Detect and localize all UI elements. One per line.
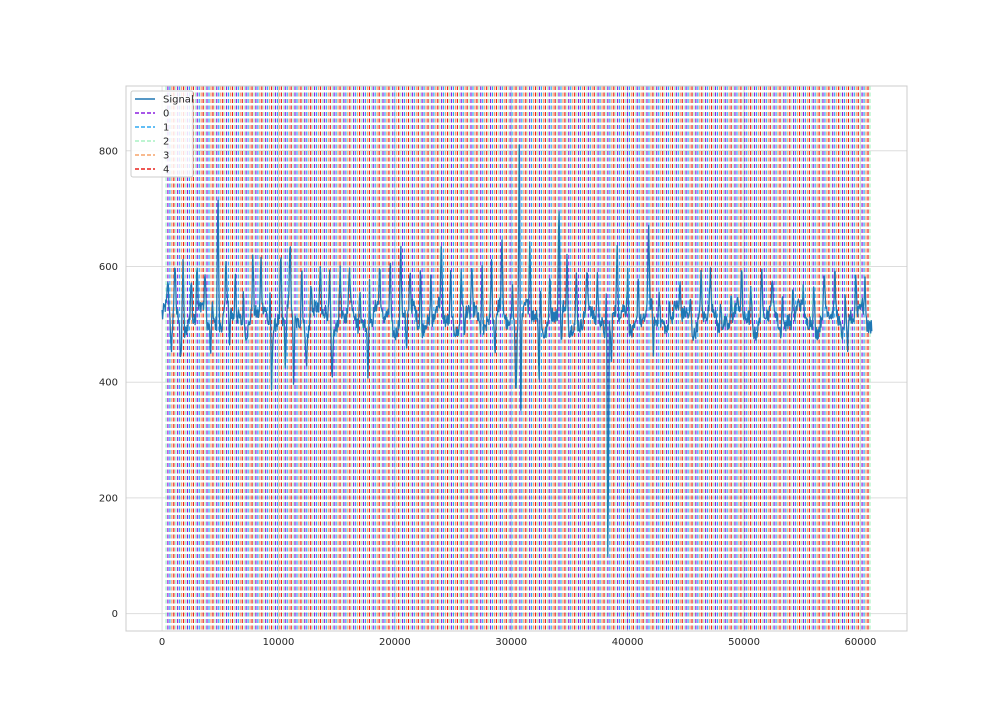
- legend-label: 2: [163, 137, 169, 148]
- legend-label: Signal: [163, 95, 194, 106]
- y-tick-label: 400: [99, 378, 118, 389]
- y-tick-label: 800: [99, 146, 118, 157]
- legend-label: 1: [163, 123, 169, 134]
- y-tick-label: 0: [112, 609, 118, 620]
- x-tick-label: 20000: [379, 637, 411, 648]
- legend-label: 4: [163, 165, 169, 176]
- plot-frame: [125, 85, 908, 632]
- legend-box: [130, 90, 194, 178]
- x-tick-label: 60000: [845, 637, 877, 648]
- x-tick-label: 30000: [495, 637, 527, 648]
- x-tick-label: 0: [159, 637, 165, 648]
- signal-series: [161, 144, 873, 557]
- signal-line: [161, 144, 873, 557]
- x-tick-label: 10000: [263, 637, 295, 648]
- y-tick-label: 600: [99, 262, 118, 273]
- x-tick-label: 50000: [728, 637, 760, 648]
- legend-label: 0: [163, 109, 169, 120]
- legend: Signal 0 1 2 3 4: [130, 90, 194, 178]
- y-tick-label: 200: [99, 493, 118, 504]
- tick-labels: 0 10000 20000 30000 40000 50000 60000 0 200 400 60…: [99, 146, 876, 648]
- x-tick-label: 40000: [612, 637, 644, 648]
- legend-label: 3: [163, 151, 169, 162]
